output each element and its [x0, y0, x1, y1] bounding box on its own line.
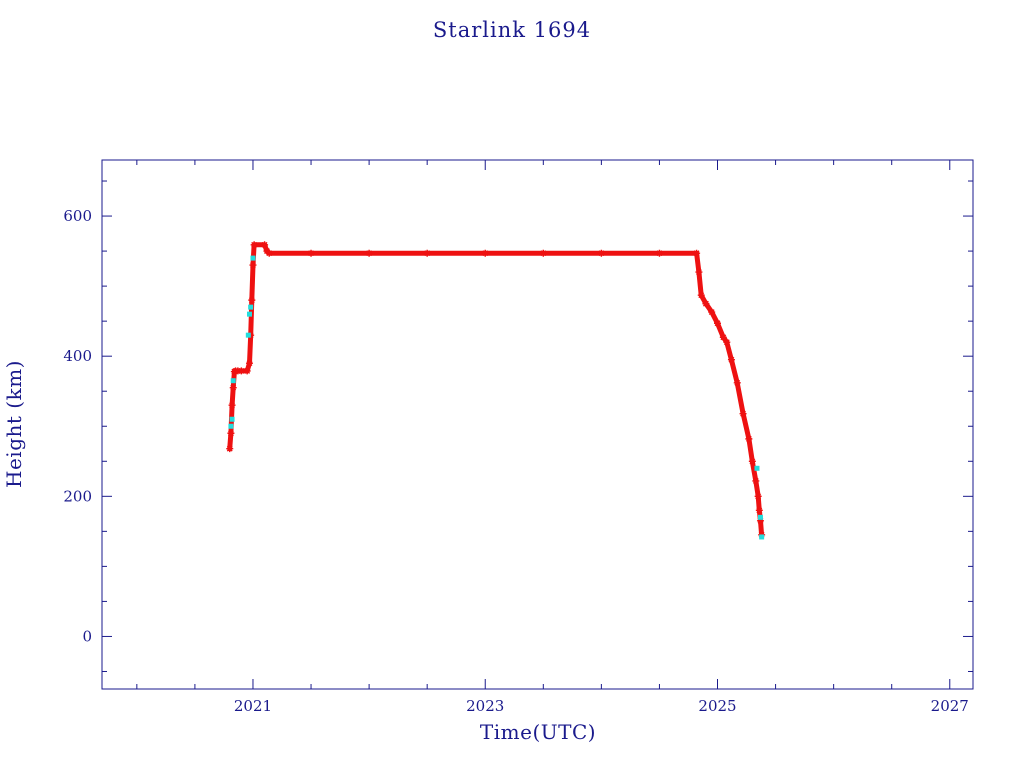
chart-title: Starlink 1694	[433, 18, 591, 42]
data-point	[697, 291, 705, 299]
data-point	[756, 517, 764, 525]
data-point	[708, 308, 716, 316]
data-point	[228, 401, 236, 409]
data-point	[365, 249, 373, 257]
data-point	[755, 506, 763, 514]
data-point	[752, 477, 760, 485]
data-point	[249, 261, 257, 269]
data-point	[739, 410, 747, 418]
data-point	[655, 249, 663, 257]
data-point	[702, 300, 710, 308]
data-point-secondary	[754, 465, 760, 471]
x-tick-label: 2023	[466, 697, 504, 715]
y-tick-label: 200	[63, 487, 92, 505]
data-point-secondary	[229, 416, 235, 422]
x-tick-label: 2027	[931, 697, 969, 715]
data-point	[248, 296, 256, 304]
data-layer	[226, 241, 766, 540]
plot-frame	[101, 159, 974, 690]
x-tick-label: 2021	[234, 697, 272, 715]
x-tick-label: 2025	[698, 697, 736, 715]
data-point-secondary	[250, 255, 256, 261]
data-point	[261, 241, 269, 249]
y-tick-label: 600	[63, 207, 92, 225]
data-point	[481, 249, 489, 257]
data-point	[745, 435, 753, 443]
series-line	[229, 244, 763, 535]
data-point	[727, 356, 735, 364]
data-point	[307, 249, 315, 257]
data-point-secondary	[228, 423, 234, 429]
data-point-secondary	[245, 332, 251, 338]
y-tick-label: 400	[63, 347, 92, 365]
data-point	[748, 457, 756, 465]
data-point	[723, 338, 731, 346]
axis-ticks	[102, 160, 973, 689]
data-point-secondary	[246, 311, 252, 317]
data-point	[714, 319, 722, 327]
data-point	[265, 249, 273, 257]
data-point-secondary	[757, 514, 763, 520]
data-point	[423, 249, 431, 257]
data-point	[245, 359, 253, 367]
data-point	[226, 445, 234, 453]
y-axis-label: Height (km)	[2, 360, 26, 488]
data-point	[719, 333, 727, 341]
data-point	[539, 249, 547, 257]
data-point	[597, 249, 605, 257]
data-point	[693, 249, 701, 257]
tick-labels: 2021 2023 2025 2027 0 200 400 600	[63, 207, 969, 715]
data-point-secondary	[230, 378, 236, 384]
series-trace	[227, 242, 765, 538]
y-tick-label: 0	[82, 627, 92, 645]
data-point-secondary	[759, 534, 765, 540]
data-point	[227, 429, 235, 437]
data-point	[229, 384, 237, 392]
data-point	[243, 367, 251, 375]
data-point-secondary	[248, 304, 254, 310]
data-point	[237, 367, 245, 375]
data-point	[754, 492, 762, 500]
data-point	[733, 379, 741, 387]
x-axis-label: Time(UTC)	[480, 720, 596, 744]
data-point	[250, 241, 258, 249]
data-point	[695, 268, 703, 276]
